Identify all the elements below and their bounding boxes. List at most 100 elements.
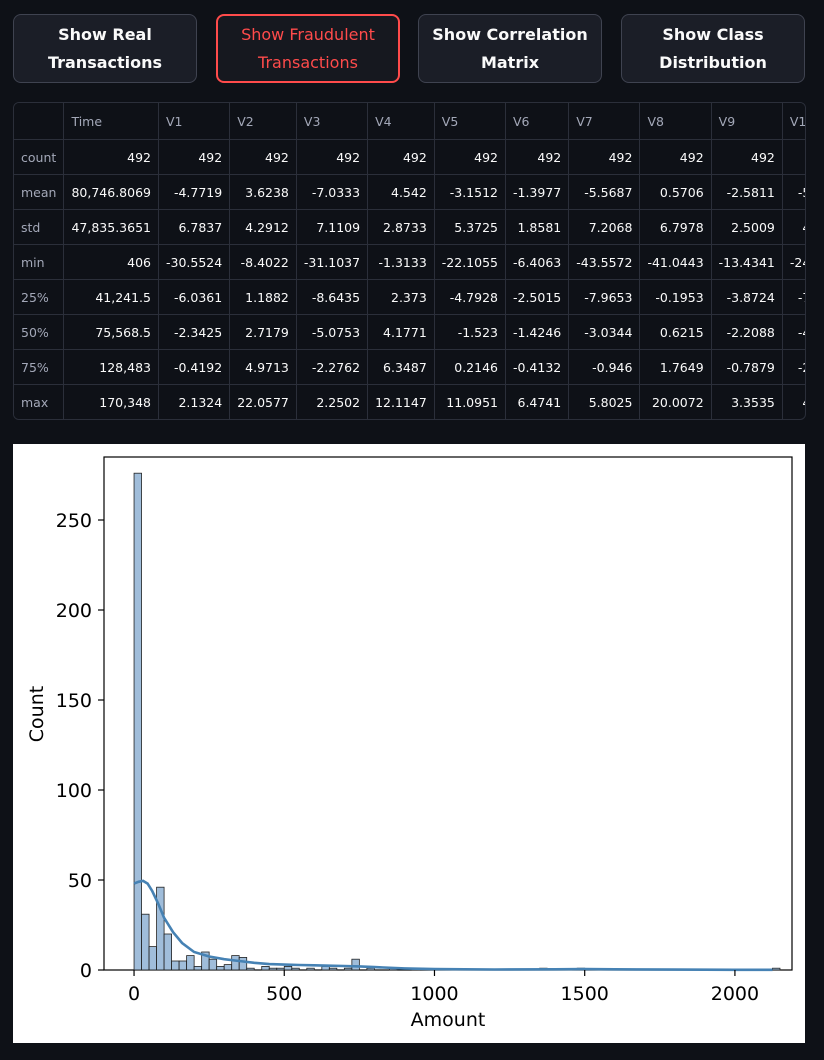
table-cell: 3.6238 [230, 175, 297, 210]
table-cell: 22.0577 [230, 385, 297, 420]
histogram-bar [262, 966, 270, 970]
column-header[interactable]: V8 [640, 103, 711, 140]
column-header[interactable]: V4 [368, 103, 435, 140]
table-cell: 4.542 [368, 175, 435, 210]
y-axis-label: Count [26, 686, 48, 742]
table-cell: 3.3535 [711, 385, 782, 420]
table-cell: 2.5009 [711, 210, 782, 245]
table-row: min 406 -30.5524 -8.4022 -31.1037 -1.3133 -22.… [14, 245, 806, 280]
table-header-row: TimeV1V2V3V4V5V6V7V8V9V10 [14, 103, 806, 140]
table-cell: 41,241.5 [64, 280, 159, 315]
table-cell: -5.676 [782, 175, 806, 210]
table-cell: 5.3725 [434, 210, 505, 245]
column-header[interactable]: V10 [782, 103, 806, 140]
table-cell: -7.0333 [296, 175, 367, 210]
table-cell: -24.588 [782, 245, 806, 280]
column-header[interactable]: V7 [569, 103, 640, 140]
button-label-line: Show Correlation [432, 21, 587, 49]
action-button-row: Show Real Transactions Show Fraudulent Tra… [13, 14, 805, 83]
table-cell: 4.1771 [368, 315, 435, 350]
column-header[interactable]: V1 [158, 103, 229, 140]
table-cell: -0.946 [569, 350, 640, 385]
table-cell: -1.523 [434, 315, 505, 350]
x-tick-label: 1500 [561, 983, 609, 1005]
table-corner-header [14, 103, 64, 140]
table-cell: 4.2912 [230, 210, 297, 245]
row-header: mean [14, 175, 64, 210]
statistics-table: TimeV1V2V3V4V5V6V7V8V9V10 count492492492… [14, 103, 806, 420]
table-cell: 492 [64, 140, 159, 175]
button-label-line: Matrix [432, 49, 587, 77]
table-cell: -2.5015 [506, 280, 569, 315]
table-cell: 492 [711, 140, 782, 175]
table-cell: 6.4741 [506, 385, 569, 420]
y-tick-label: 50 [68, 870, 92, 892]
table-cell: -4.7719 [158, 175, 229, 210]
table-cell: -0.7879 [711, 350, 782, 385]
table-cell: -7.756 [782, 280, 806, 315]
y-tick-label: 200 [56, 600, 92, 622]
table-cell: 492 [569, 140, 640, 175]
histogram-bar [367, 968, 375, 970]
column-header[interactable]: V3 [296, 103, 367, 140]
y-tick-label: 0 [80, 960, 92, 982]
column-header[interactable]: V6 [506, 103, 569, 140]
table-cell: 47,835.3651 [64, 210, 159, 245]
histogram-bar [772, 968, 780, 970]
table-cell: -0.4192 [158, 350, 229, 385]
histogram-bar [217, 966, 225, 970]
table-cell: 0.6215 [640, 315, 711, 350]
table-cell: 2.2502 [296, 385, 367, 420]
histogram-bar [344, 968, 352, 970]
table-cell: 75,568.5 [64, 315, 159, 350]
histogram-bar [224, 965, 232, 970]
column-header[interactable]: V2 [230, 103, 297, 140]
table-cell: -43.5572 [569, 245, 640, 280]
x-axis-ticks: 0 500 1000 1500 2000 [128, 970, 759, 1005]
table-cell: -3.0344 [569, 315, 640, 350]
table-cell: -31.1037 [296, 245, 367, 280]
show-fraudulent-transactions-button[interactable]: Show Fraudulent Transactions [216, 14, 400, 83]
column-header[interactable]: Time [64, 103, 159, 140]
table-cell: -0.4132 [506, 350, 569, 385]
histogram-bar [247, 968, 255, 970]
row-header: std [14, 210, 64, 245]
table-cell: 170,348 [64, 385, 159, 420]
table-cell: 11.0951 [434, 385, 505, 420]
histogram-bar [134, 473, 142, 970]
histogram-bar [194, 966, 202, 970]
table-cell: 2.7179 [230, 315, 297, 350]
table-cell: -5.5687 [569, 175, 640, 210]
table-cell: 80,746.8069 [64, 175, 159, 210]
column-header[interactable]: V9 [711, 103, 782, 140]
x-tick-label: 1000 [410, 983, 458, 1005]
table-cell: 49 [782, 140, 806, 175]
histogram-bar [239, 957, 247, 970]
histogram-bar [187, 956, 195, 970]
table-cell: -30.5524 [158, 245, 229, 280]
table-cell: -2.5811 [711, 175, 782, 210]
table-cell: 492 [368, 140, 435, 175]
y-tick-label: 250 [56, 510, 92, 532]
table-cell: -2.2088 [711, 315, 782, 350]
table-row: 25% 41,241.5 -6.0361 1.1882 -8.6435 2.373 -4.7… [14, 280, 806, 315]
y-tick-label: 150 [56, 690, 92, 712]
row-header: 75% [14, 350, 64, 385]
table-cell: -22.1055 [434, 245, 505, 280]
table-row: 50% 75,568.5 -2.3425 2.7179 -5.0753 4.1771 -1.… [14, 315, 806, 350]
show-class-distribution-button[interactable]: Show Class Distribution [621, 14, 805, 83]
statistics-table-container[interactable]: TimeV1V2V3V4V5V6V7V8V9V10 count492492492… [13, 102, 806, 420]
histogram-bar [352, 959, 360, 970]
histogram-bar [329, 968, 337, 970]
show-correlation-matrix-button[interactable]: Show Correlation Matrix [418, 14, 602, 83]
table-cell: -13.4341 [711, 245, 782, 280]
table-cell: 128,483 [64, 350, 159, 385]
table-cell: -41.0443 [640, 245, 711, 280]
histogram-bar [277, 968, 285, 970]
histogram-bar [149, 947, 157, 970]
table-row: 75% 128,483 -0.4192 4.9713 -2.2762 6.3487 0.21… [14, 350, 806, 385]
button-label-line: Show Fraudulent [241, 21, 375, 49]
column-header[interactable]: V5 [434, 103, 505, 140]
histogram-bar [292, 968, 300, 970]
show-real-transactions-button[interactable]: Show Real Transactions [13, 14, 197, 83]
